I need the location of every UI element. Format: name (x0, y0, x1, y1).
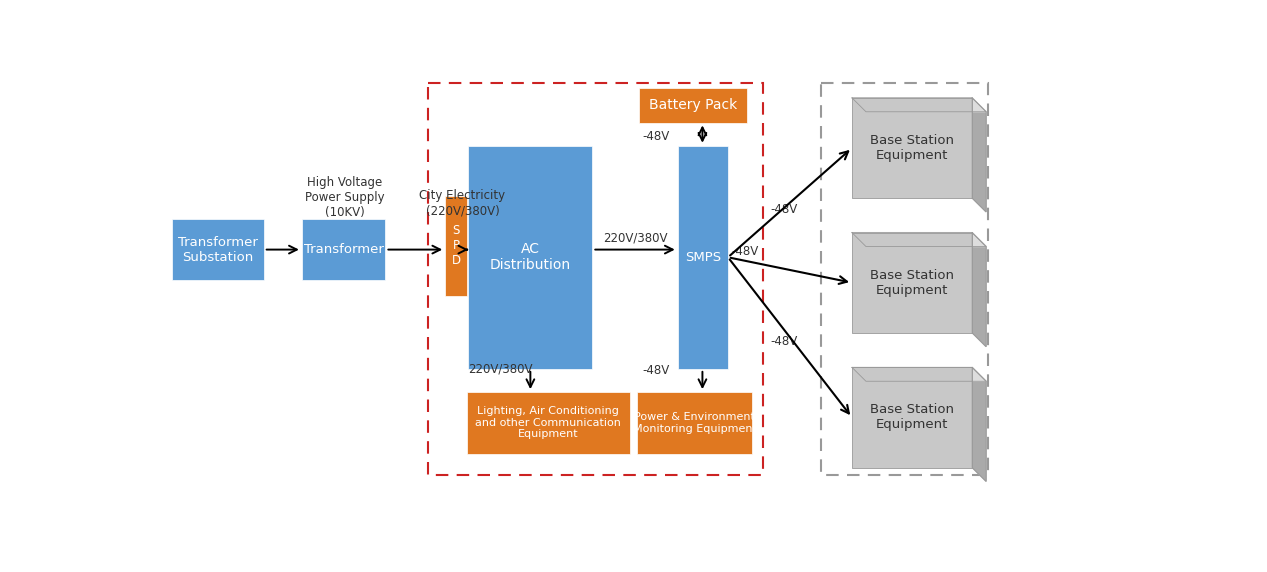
Bar (678, 146, 729, 369)
Text: 220V/380V: 220V/380V (603, 231, 668, 244)
Text: -48V: -48V (732, 245, 759, 259)
Bar (639, 88, 748, 122)
Text: Base Station
Equipment: Base Station Equipment (870, 269, 954, 297)
Text: -48V: -48V (770, 203, 798, 216)
Text: City Electricity
(220V/380V): City Electricity (220V/380V) (419, 189, 506, 217)
Text: Transformer
Substation: Transformer Substation (179, 236, 258, 264)
Text: Power & Environment
Monitoring Equipment: Power & Environment Monitoring Equipment (632, 412, 756, 434)
Text: S
P
D: S P D (451, 224, 460, 267)
Polygon shape (851, 98, 986, 112)
Polygon shape (972, 233, 986, 347)
Text: -48V: -48V (642, 364, 670, 376)
Polygon shape (851, 233, 986, 247)
Text: -48V: -48V (770, 336, 798, 348)
Bar (851, 233, 972, 333)
Bar (851, 98, 972, 198)
Bar (637, 392, 753, 454)
Bar (469, 146, 593, 369)
Polygon shape (972, 367, 986, 482)
Bar (302, 219, 385, 280)
Bar (851, 367, 972, 467)
Bar (445, 196, 466, 296)
Text: Base Station
Equipment: Base Station Equipment (870, 134, 954, 162)
Text: AC
Distribution: AC Distribution (490, 242, 571, 272)
Bar (172, 219, 264, 280)
Bar (821, 82, 987, 475)
Text: SMPS: SMPS (684, 251, 721, 264)
Polygon shape (851, 367, 986, 382)
Text: Base Station
Equipment: Base Station Equipment (870, 403, 954, 431)
Text: Lighting, Air Conditioning
and other Communication
Equipment: Lighting, Air Conditioning and other Com… (475, 406, 621, 439)
Text: -48V: -48V (642, 130, 670, 143)
Bar (466, 392, 630, 454)
Text: Transformer: Transformer (304, 243, 384, 256)
Bar (428, 82, 763, 475)
Text: 220V/380V: 220V/380V (469, 362, 533, 375)
Polygon shape (972, 98, 986, 212)
Text: High Voltage
Power Supply
(10KV): High Voltage Power Supply (10KV) (304, 176, 384, 219)
Text: Battery Pack: Battery Pack (649, 98, 737, 112)
